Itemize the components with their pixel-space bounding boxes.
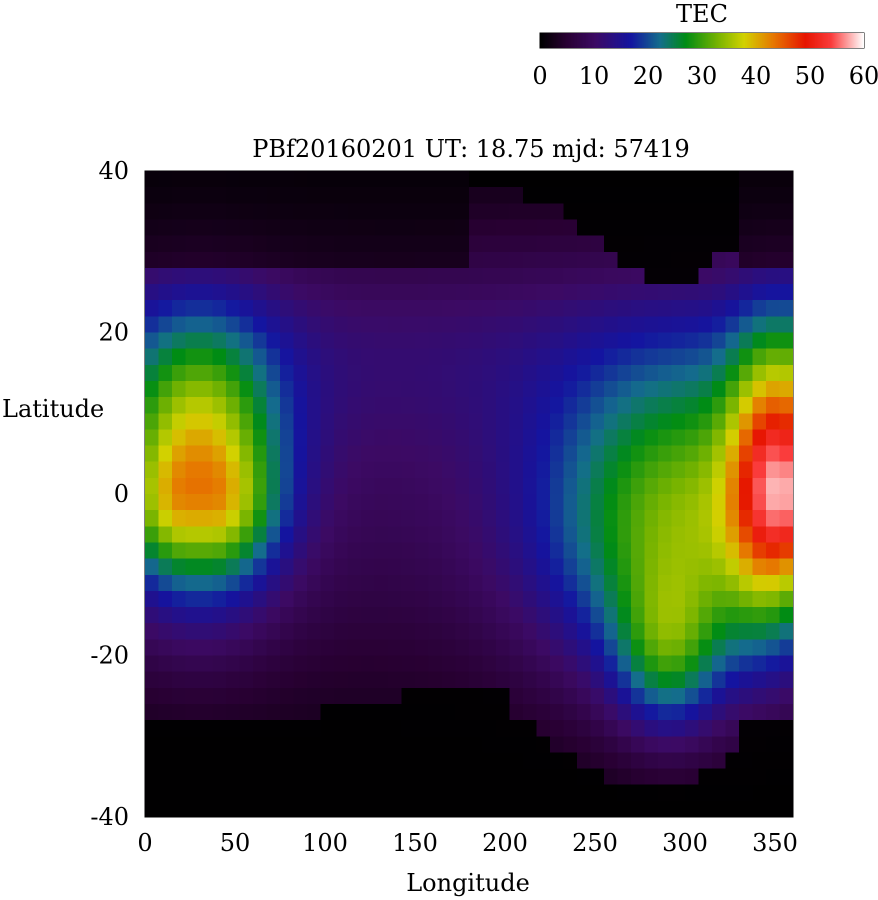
x-tick-label: 150 bbox=[392, 829, 438, 857]
colorbar-tick-label: 0 bbox=[532, 62, 547, 90]
colorbar-ticks: 0 10 20 30 40 50 60 bbox=[532, 32, 878, 90]
x-tick-label: 50 bbox=[220, 829, 251, 857]
colorbar-tick-label: 20 bbox=[633, 62, 664, 90]
x-tick-label: 100 bbox=[302, 829, 348, 857]
x-tick-label: 0 bbox=[137, 829, 152, 857]
y-tick-label: -20 bbox=[90, 642, 129, 670]
chart-title: PBf20160201 UT: 18.75 mjd: 57419 bbox=[252, 135, 690, 163]
x-tick-label: 200 bbox=[482, 829, 528, 857]
colorbar-tick-label: 50 bbox=[795, 62, 826, 90]
tec-heatmap bbox=[145, 171, 793, 817]
colorbar-label: TEC bbox=[676, 0, 728, 28]
y-tick-label: 40 bbox=[98, 157, 129, 185]
x-tick-label: 250 bbox=[572, 829, 618, 857]
y-tick-label: 20 bbox=[98, 319, 129, 347]
colorbar-gradient bbox=[540, 33, 864, 48]
colorbar-tick-label: 60 bbox=[849, 62, 878, 90]
x-axis-ticks: 0 50 100 150 200 250 300 350 bbox=[137, 171, 798, 857]
x-tick-label: 300 bbox=[662, 829, 708, 857]
x-axis-label: Longitude bbox=[406, 869, 530, 897]
colorbar-tick-label: 10 bbox=[579, 62, 610, 90]
colorbar-tick-label: 30 bbox=[687, 62, 718, 90]
colorbar-tick-label: 40 bbox=[741, 62, 772, 90]
x-tick-label: 350 bbox=[752, 829, 798, 857]
y-tick-label: -40 bbox=[90, 803, 129, 831]
y-tick-label: 0 bbox=[114, 480, 129, 508]
y-axis-label: Latitude bbox=[2, 395, 104, 423]
